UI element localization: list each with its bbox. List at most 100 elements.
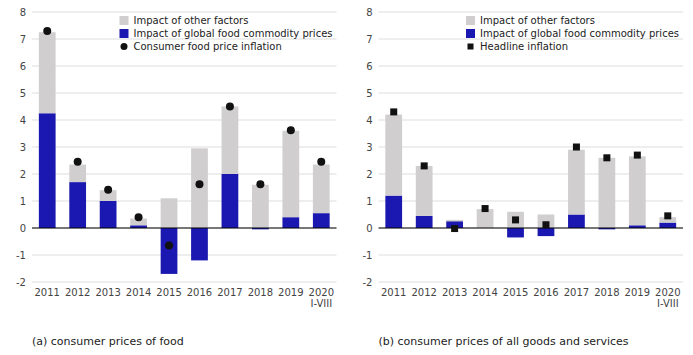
x-tick-label: 2017 (217, 287, 242, 298)
marker (664, 212, 671, 219)
bar-segment (385, 196, 402, 228)
legend-label: Consumer food price inflation (134, 41, 282, 52)
marker (421, 162, 428, 169)
x-tick-label: 2013 (95, 287, 120, 298)
bar-segment (313, 213, 330, 228)
bar-segment (507, 212, 524, 228)
y-tick-label: 0 (366, 223, 372, 234)
x-tick-line: I-VIII (310, 298, 332, 309)
marker (287, 126, 295, 134)
grid-line (379, 12, 684, 13)
x-tick-line: 2011 (34, 287, 59, 298)
figure: -2-1012345678201120122013201420152016201… (0, 0, 693, 355)
x-tick-line: 2017 (564, 287, 589, 298)
bar-segment (568, 215, 585, 229)
marker (165, 242, 173, 250)
x-tick-line: 2014 (126, 287, 151, 298)
bar-segment (161, 228, 178, 274)
bar-segment (313, 165, 330, 214)
x-tick-label: 2019 (278, 287, 303, 298)
marker (195, 180, 203, 188)
grid-line (32, 228, 337, 229)
legend: Impact of other factors Impact of global … (466, 15, 679, 52)
y-tick-label: 8 (20, 7, 26, 18)
bar-segment (191, 228, 208, 260)
x-tick-label: 2019 (625, 287, 650, 298)
legend-swatch (120, 16, 129, 25)
baseline (32, 228, 337, 229)
legend-label: Impact of other factors (480, 15, 595, 26)
marker (256, 180, 264, 188)
grid-line (32, 66, 337, 67)
y-tick-label: 6 (20, 61, 26, 72)
x-tick-label: 2016 (533, 287, 558, 298)
x-tick-line: I-VIII (657, 298, 679, 309)
marker (226, 103, 234, 111)
y-tick-label: -1 (363, 250, 373, 261)
x-tick-label: 2015 (503, 287, 528, 298)
marker (43, 27, 51, 35)
marker (542, 221, 549, 228)
legend-label: Impact of other factors (134, 15, 249, 26)
bar-segment (416, 216, 433, 228)
x-tick-line: 2014 (472, 287, 497, 298)
x-tick-label: 2017 (564, 287, 589, 298)
x-tick-label: 2012 (65, 287, 90, 298)
x-tick-label: 2013 (442, 287, 467, 298)
grid-line (379, 66, 684, 67)
x-tick-label: 2014 (472, 287, 497, 298)
x-tick-line: 2016 (187, 287, 212, 298)
legend: Impact of other factors Impact of global … (120, 15, 333, 52)
panel: -2-1012345678201120122013201420152016201… (363, 7, 683, 349)
x-tick-label: 2016 (187, 287, 212, 298)
y-tick-label: 1 (366, 196, 372, 207)
bar-segment (538, 228, 555, 236)
x-tick-line: 2018 (594, 287, 619, 298)
legend-swatch (466, 16, 475, 25)
bar-segment (538, 215, 555, 229)
x-tick-line: 2016 (533, 287, 558, 298)
baseline (379, 228, 684, 229)
x-tick-line: 2020 (655, 287, 680, 298)
bar-segment (161, 198, 178, 228)
y-tick-label: 5 (20, 88, 26, 99)
y-tick-label: -2 (16, 277, 26, 288)
x-tick-line: 2011 (381, 287, 406, 298)
bar-segment (222, 107, 239, 175)
bar-segment (69, 165, 86, 183)
x-tick-label: 2020I-VIII (655, 287, 680, 309)
marker (390, 108, 397, 115)
y-tick-label: 7 (20, 34, 26, 45)
legend-label: Impact of global food commodity prices (134, 28, 333, 39)
x-tick-label: 2020I-VIII (309, 287, 334, 309)
bar-segment (599, 158, 616, 228)
x-tick-line: 2013 (95, 287, 120, 298)
y-tick-label: 5 (366, 88, 372, 99)
bar-segment (100, 201, 117, 228)
legend-swatch (120, 29, 129, 38)
x-tick-line: 2017 (217, 287, 242, 298)
bar-segment (568, 150, 585, 215)
bar-segment (39, 113, 56, 228)
bar-segment (252, 185, 269, 228)
y-tick-label: 2 (366, 169, 372, 180)
y-tick-label: 2 (20, 169, 26, 180)
y-tick-label: 8 (366, 7, 372, 18)
marker (451, 225, 458, 232)
bar-segment (629, 156, 646, 225)
marker (573, 144, 580, 151)
y-tick-label: 7 (366, 34, 372, 45)
x-tick-line: 2012 (411, 287, 436, 298)
x-tick-line: 2018 (248, 287, 273, 298)
bar-segment (659, 223, 676, 228)
grid-line (379, 255, 684, 256)
y-tick-label: 1 (20, 196, 26, 207)
chart-title: (a) consumer prices of food (32, 335, 184, 348)
x-tick-line: 2019 (278, 287, 303, 298)
legend-label: Impact of global food commodity prices (480, 28, 679, 39)
x-tick-label: 2011 (34, 287, 59, 298)
marker-layer (43, 27, 325, 250)
grid-line (32, 282, 337, 283)
marker-layer (390, 108, 671, 232)
y-tick-label: 4 (366, 115, 372, 126)
